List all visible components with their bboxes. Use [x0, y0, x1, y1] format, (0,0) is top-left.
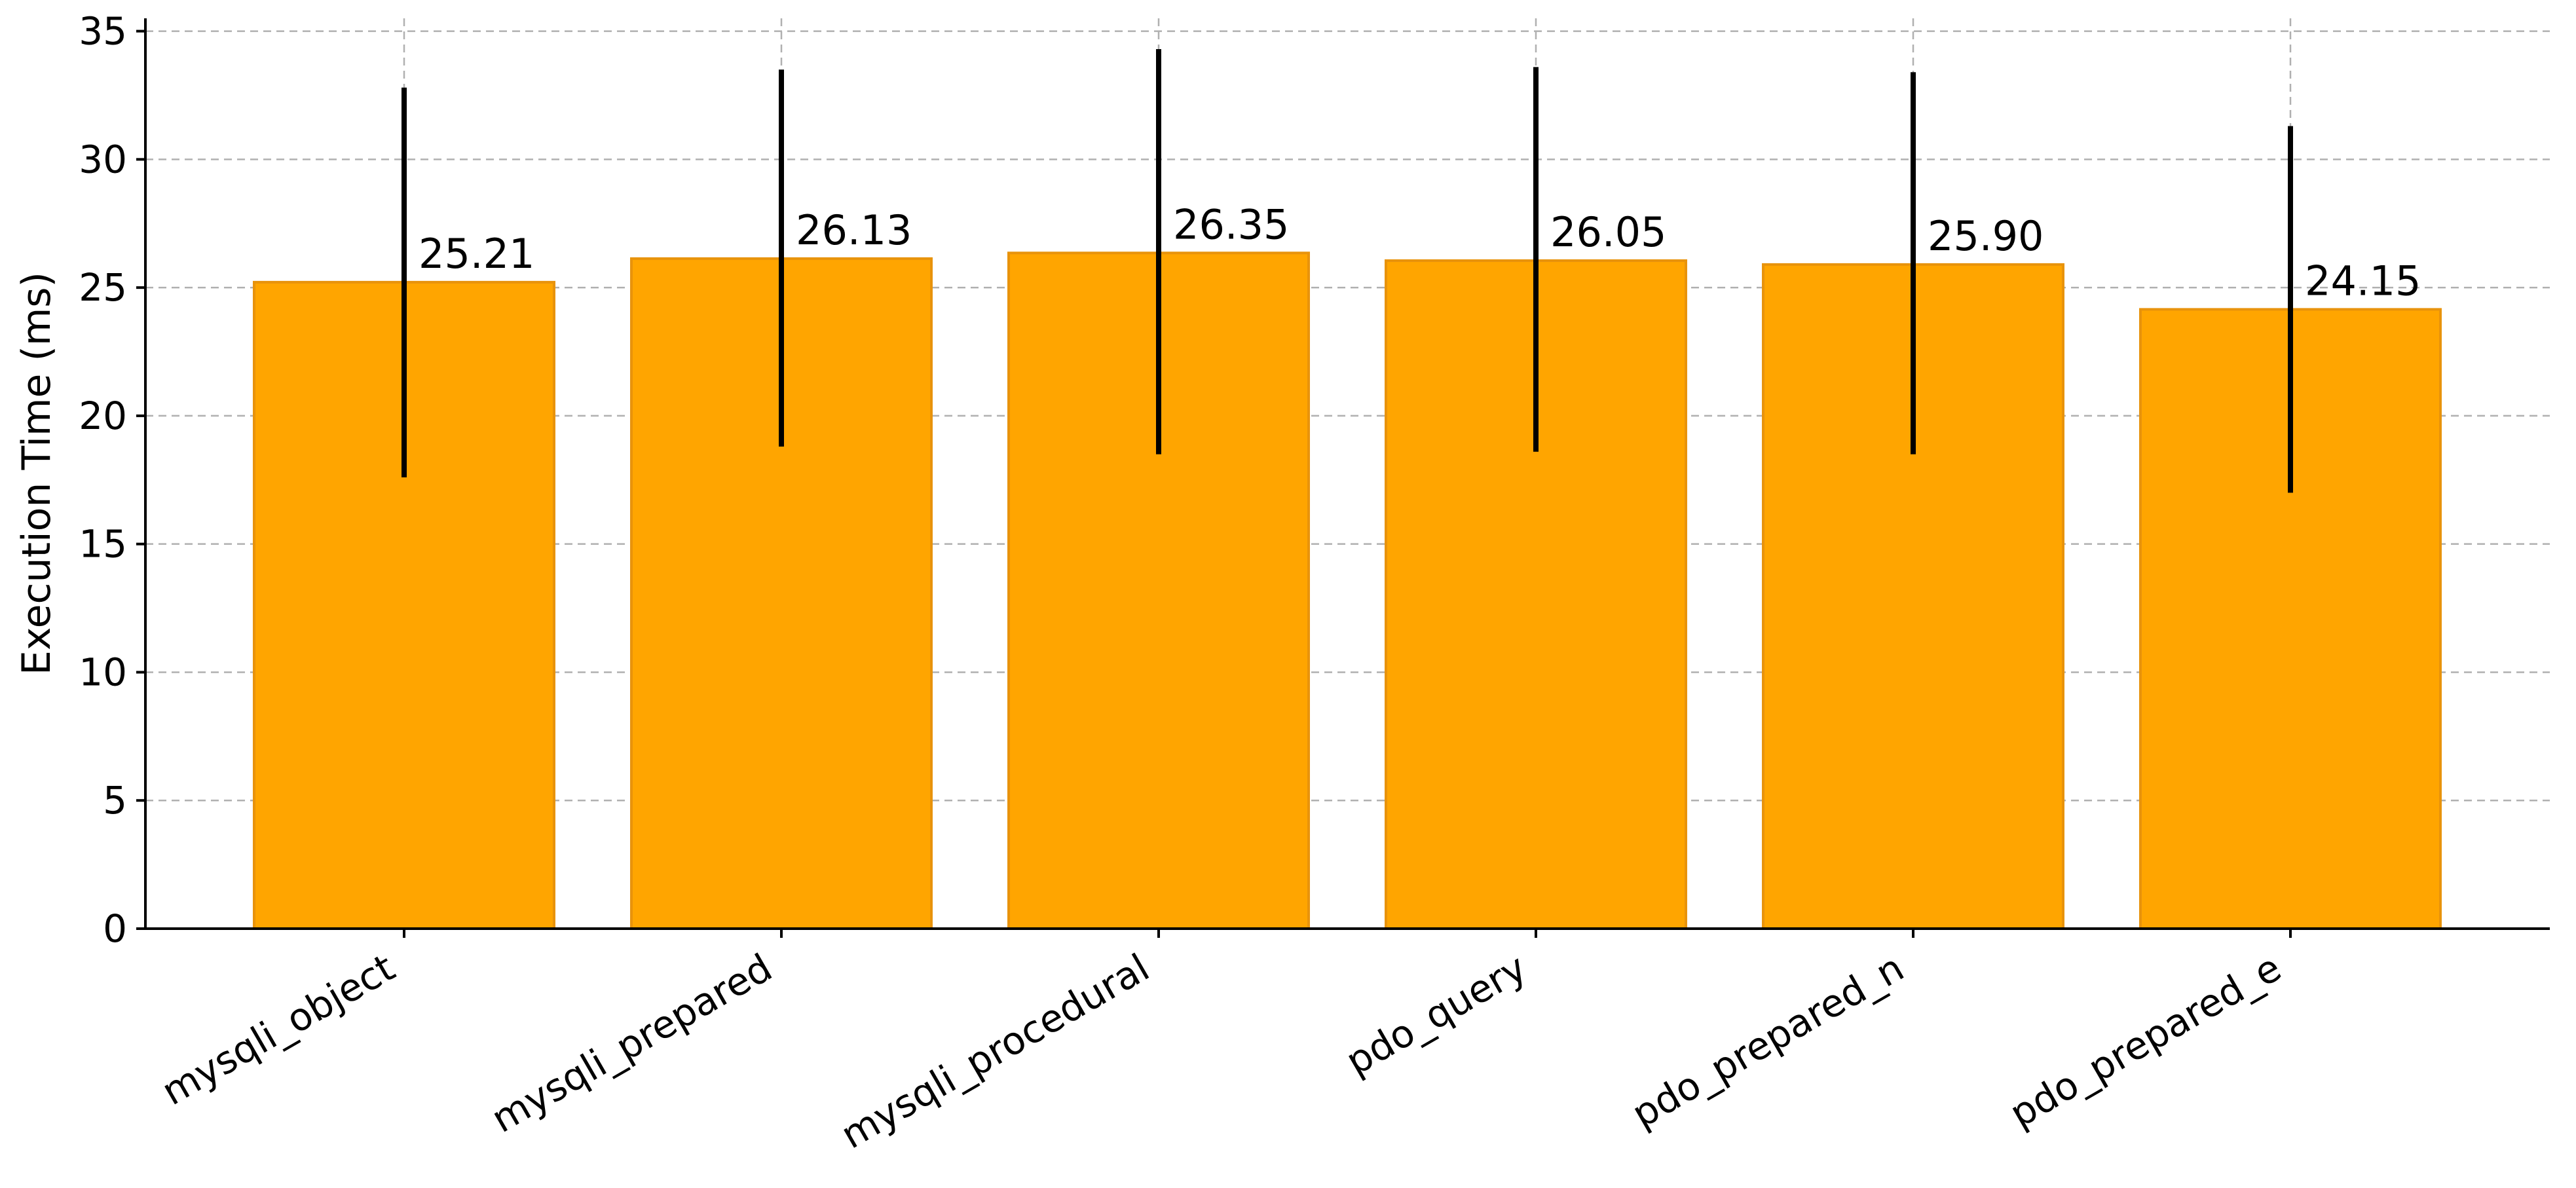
axis-layer	[136, 18, 2550, 938]
y-tick-label: 10	[79, 650, 127, 694]
data-label: 24.15	[2305, 257, 2421, 305]
y-tick-label: 30	[79, 137, 127, 181]
x-tick-label: mysqli_procedural	[833, 945, 1157, 1157]
data-label: 25.90	[1928, 212, 2044, 260]
y-tick-label: 35	[79, 9, 127, 54]
x-tick-label: pdo_prepared_e	[2002, 945, 2288, 1136]
y-axis-label: Execution Time (ms)	[14, 272, 60, 675]
x-tick-label: mysqli_object	[154, 945, 402, 1114]
bar-layer	[253, 48, 2442, 931]
y-tick-label: 20	[79, 394, 127, 438]
x-tick-label: pdo_prepared_n	[1624, 945, 1911, 1136]
data-label: 26.05	[1550, 208, 1667, 256]
y-tick-label: 0	[103, 906, 127, 951]
x-tick-label: pdo_query	[1338, 945, 1534, 1084]
data-label: 26.13	[796, 206, 912, 254]
y-tick-label: 5	[103, 778, 127, 823]
data-label: 25.21	[419, 230, 535, 278]
data-label: 26.35	[1173, 200, 1290, 248]
x-tick-label: mysqli_prepared	[484, 945, 779, 1142]
y-tick-label: 25	[79, 265, 127, 310]
y-tick-label: 15	[79, 522, 127, 566]
